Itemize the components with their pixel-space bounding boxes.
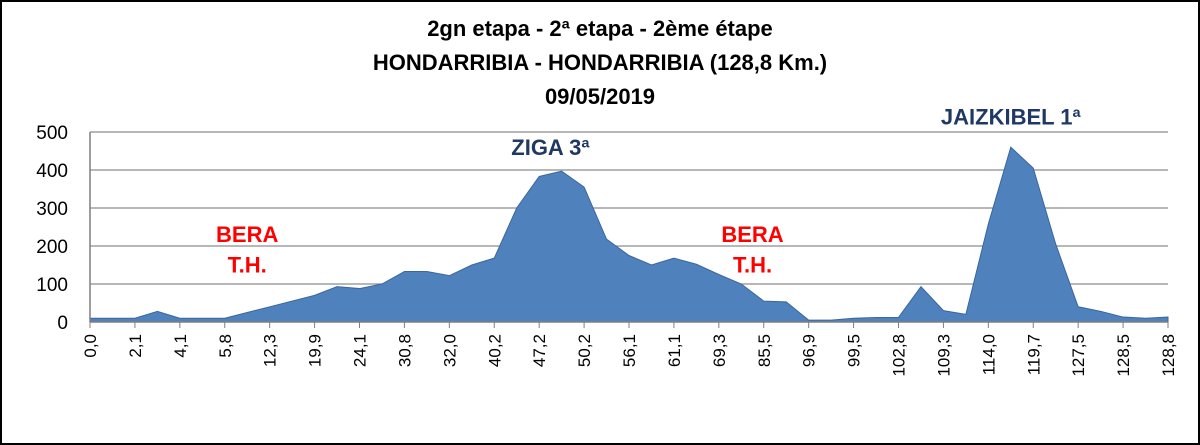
x-tick-label: 19,9	[306, 334, 325, 367]
y-tick-label: 200	[36, 237, 68, 258]
x-tick-label: 12,3	[261, 334, 280, 367]
x-tick-label: 40,2	[485, 334, 504, 367]
x-tick-label: 30,8	[395, 334, 414, 367]
x-tick-label: 69,3	[710, 334, 729, 367]
annotation-label: T.H.	[733, 253, 772, 278]
x-tick-label: 5,8	[216, 334, 235, 358]
annotations: BERA T.H. ZIGA 3ª BERA T.H. JAIZKIBEL 1ª	[216, 104, 1081, 277]
x-tick-label: 128,8	[1159, 334, 1178, 377]
x-tick-label: 102,8	[890, 334, 909, 377]
x-axis-tick-labels: 0,0 2,1 4,1 5,8 12,3 19,9 24,1 30,8 32,0 40,2 47,2…	[81, 322, 1178, 377]
x-tick-label: 114,0	[979, 334, 998, 375]
x-tick-label: 4,1	[171, 334, 190, 358]
x-tick-label: 32,0	[440, 334, 459, 367]
annotation-label: BERA	[216, 222, 278, 247]
y-tick-label: 400	[36, 161, 68, 182]
x-tick-label: 96,9	[800, 334, 819, 367]
x-tick-label: 99,5	[845, 334, 864, 367]
chart-title-line-3: 09/05/2019	[545, 84, 655, 109]
annotation-label: T.H.	[228, 253, 267, 278]
x-tick-label: 109,3	[934, 334, 953, 377]
plot-area	[89, 146, 1169, 323]
chart-title-line-2: HONDARRIBIA - HONDARRIBIA (128,8 Km.)	[373, 50, 827, 75]
x-tick-label: 50,2	[575, 334, 594, 367]
x-tick-label: 119,7	[1024, 334, 1043, 375]
y-axis-tick-labels: 0 100 200 300 400 500	[36, 123, 68, 334]
annotation-label: BERA	[721, 222, 783, 247]
x-tick-label: 2,1	[126, 334, 145, 358]
x-tick-label: 128,5	[1114, 334, 1133, 377]
x-tick-label: 56,1	[620, 334, 639, 367]
x-tick-label: 85,5	[755, 334, 774, 367]
y-tick-label: 300	[36, 199, 68, 220]
x-tick-label: 127,5	[1069, 334, 1088, 377]
annotation-label: JAIZKIBEL 1ª	[941, 104, 1082, 129]
y-tick-label: 0	[57, 313, 68, 334]
x-tick-label: 61,1	[665, 334, 684, 367]
y-tick-label: 100	[36, 275, 68, 296]
y-tick-label: 500	[36, 123, 68, 144]
elevation-area	[89, 146, 1169, 323]
annotation-label: ZIGA 3ª	[511, 135, 590, 160]
x-tick-label: 24,1	[351, 334, 370, 367]
x-tick-label: 47,2	[530, 334, 549, 367]
chart-title: 2gn etapa - 2ª etapa - 2ème étape HONDAR…	[373, 16, 827, 109]
chart-title-line-1: 2gn etapa - 2ª etapa - 2ème étape	[427, 16, 773, 41]
x-tick-label: 0,0	[81, 334, 100, 358]
